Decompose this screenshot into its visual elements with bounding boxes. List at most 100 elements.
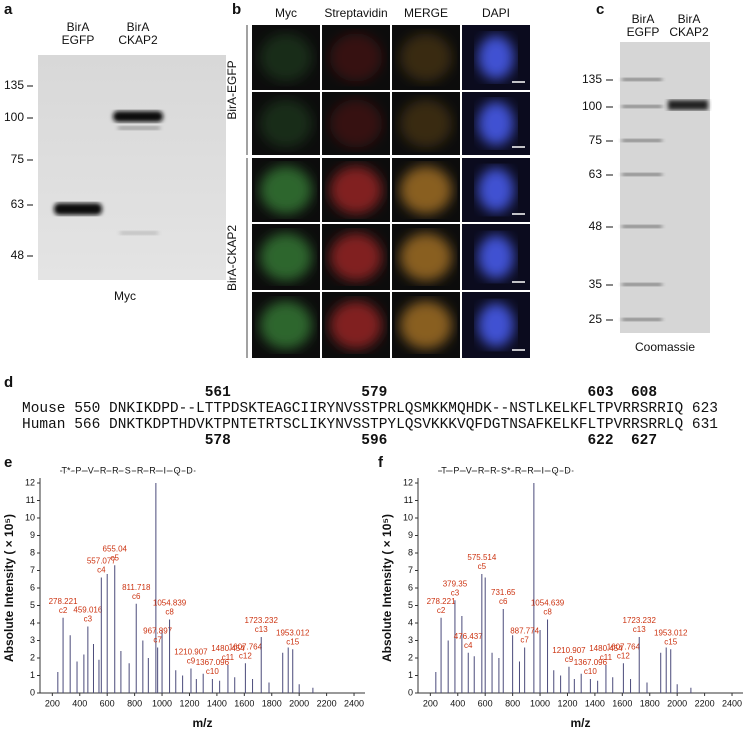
y-tick-label: 5 (408, 600, 413, 610)
y-tick-label: 7 (408, 565, 413, 575)
peak-label: 1054.839 (153, 599, 187, 608)
peak-label: 1210.907 (174, 648, 208, 657)
x-tick-label: 200 (45, 698, 60, 708)
y-tick-label: 11 (404, 495, 413, 505)
x-tick-label: 2000 (667, 698, 687, 708)
lane-label: EGFP (627, 25, 660, 39)
marker-label: 100 (582, 99, 602, 113)
band (113, 111, 163, 122)
end-position: 623 (692, 401, 718, 417)
panel-letter: f (378, 454, 384, 471)
residue: R (478, 465, 485, 475)
ladder-band (622, 318, 662, 321)
y-tick-label: 12 (403, 477, 413, 487)
sequence: PDSKTEAGCIIRYNVSS (222, 401, 370, 417)
peak-label: 278.221 (427, 597, 456, 606)
panel-letter: d (4, 374, 13, 391)
residue-position: 622 (587, 433, 613, 449)
peak-label: 575.514 (467, 553, 496, 562)
band (120, 231, 158, 235)
band (54, 203, 102, 215)
x-tick-label: 600 (478, 698, 493, 708)
ion-label: c4 (97, 566, 106, 575)
x-tick-label: 2200 (317, 698, 337, 708)
x-tick-label: 400 (450, 698, 465, 708)
ion-label: c5 (478, 562, 487, 571)
cell-signal (330, 33, 382, 82)
marker-label: 75 (11, 152, 25, 166)
peak-label: 1607.764 (607, 642, 641, 651)
peak-label: 476.437 (454, 632, 483, 641)
sequence: PRLQSMKKMQHDK--NSTLKELKFL (379, 401, 597, 417)
sequence: RRLQ (648, 417, 683, 433)
y-tick-label: 12 (25, 477, 35, 487)
caption: Myc (114, 289, 136, 303)
ion-label: c6 (499, 597, 508, 606)
peak-label: 557.077 (87, 557, 116, 566)
x-tick-label: 1000 (152, 698, 172, 708)
marker-label: 35 (589, 277, 603, 291)
marker-label: 25 (589, 312, 603, 326)
sequence: S (640, 401, 649, 417)
y-tick-label: 8 (30, 547, 35, 557)
x-tick-label: 1200 (557, 698, 577, 708)
x-tick-label: 1600 (234, 698, 254, 708)
ion-label: c15 (664, 637, 677, 646)
y-tick-label: 9 (408, 530, 413, 540)
peak-label: 1367.096 (574, 658, 608, 667)
panel-letter: a (4, 1, 13, 18)
ion-label: c11 (222, 653, 235, 662)
cell-signal (330, 233, 382, 281)
ion-label: c3 (84, 615, 93, 624)
cell-signal (478, 235, 514, 279)
marker-label: 63 (589, 167, 603, 181)
x-tick-label: 1400 (585, 698, 605, 708)
blot (38, 55, 226, 280)
residue-position: 579 (361, 385, 387, 401)
cell-signal (478, 168, 514, 212)
column-header: Myc (275, 6, 297, 20)
start-position: 566 (74, 417, 100, 433)
ion-label: c10 (206, 667, 219, 676)
sequence: PNTETRTSCLIKYNVSS (222, 417, 370, 433)
ion-label: c10 (584, 667, 597, 676)
sequence: T (596, 401, 605, 417)
x-tick-label: 600 (100, 698, 115, 708)
y-tick-label: 3 (408, 635, 413, 645)
cell-signal (330, 99, 382, 148)
x-tick-label: 1800 (262, 698, 282, 708)
sequence: T (596, 417, 605, 433)
y-tick-label: 8 (408, 547, 413, 557)
lane-label: BirA (127, 20, 150, 34)
marker-label: 135 (4, 78, 24, 92)
x-axis-label: m/z (192, 716, 212, 730)
panel-letter: b (232, 1, 241, 18)
ladder-band (622, 105, 662, 108)
sequence: PVRR (605, 401, 640, 417)
species: Mouse (22, 401, 66, 417)
x-tick-label: 1600 (612, 698, 632, 708)
cell-signal (478, 101, 514, 146)
lane-label: EGFP (62, 33, 95, 47)
y-tick-label: 9 (30, 530, 35, 540)
marker-label: 48 (589, 219, 603, 233)
caption: Coomassie (635, 340, 695, 354)
peak-label: 967.897 (143, 627, 172, 636)
sequence: S (640, 417, 649, 433)
peak-label: 459.016 (73, 606, 102, 615)
residue: R (490, 465, 497, 475)
lane-label: CKAP2 (669, 25, 709, 39)
ion-label: c7 (153, 636, 162, 645)
residue: R (149, 465, 156, 475)
residue: R (137, 465, 144, 475)
sequence: DNKTKDPTHDVK (109, 417, 214, 433)
start-position: 550 (74, 401, 100, 417)
peak-label: 1607.764 (229, 642, 263, 651)
x-axis-label: m/z (570, 716, 590, 730)
ladder-band (622, 173, 662, 176)
sequence: RRIQ (648, 401, 683, 417)
marker-label: 135 (582, 72, 602, 86)
x-tick-label: 2200 (695, 698, 715, 708)
peak-label: 1367.096 (196, 658, 230, 667)
y-tick-label: 3 (30, 635, 35, 645)
